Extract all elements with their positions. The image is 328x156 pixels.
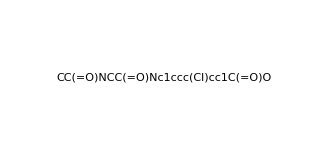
Text: CC(=O)NCC(=O)Nc1ccc(Cl)cc1C(=O)O: CC(=O)NCC(=O)Nc1ccc(Cl)cc1C(=O)O — [56, 73, 272, 83]
